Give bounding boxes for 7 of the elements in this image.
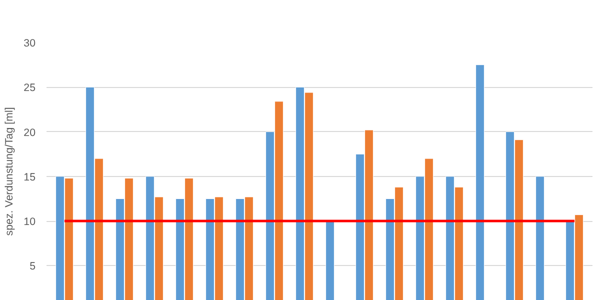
y-tick-label: 15 — [24, 171, 36, 184]
y-tick-label: 10 — [24, 216, 36, 228]
y-tick-label: 30 — [24, 38, 36, 50]
y-tick-label: 20 — [24, 126, 36, 139]
y-tick-label: 25 — [24, 82, 36, 94]
y-tick-label: 5 — [30, 260, 36, 273]
y-axis-title: spez. Verdunstung/Tag [ml] — [4, 107, 16, 236]
